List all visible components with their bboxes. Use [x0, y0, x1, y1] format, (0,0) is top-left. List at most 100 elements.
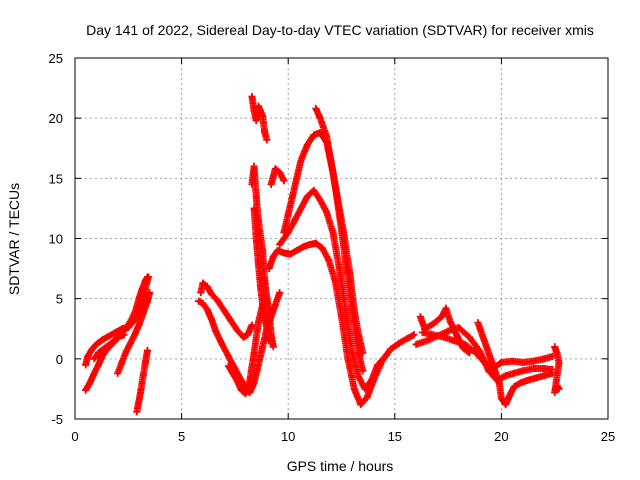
data-point — [382, 351, 390, 359]
data-point — [244, 331, 252, 339]
data-point — [395, 339, 403, 347]
data-point — [90, 355, 98, 363]
data-point — [212, 327, 220, 335]
data-point — [269, 343, 277, 351]
data-point — [316, 196, 324, 204]
x-tick-label: 25 — [601, 429, 615, 444]
data-point — [410, 331, 418, 339]
data-point — [101, 344, 109, 352]
series-track-4 — [133, 346, 151, 416]
data-point — [329, 228, 337, 236]
data-point — [86, 379, 94, 387]
data-point — [227, 316, 235, 324]
data-point — [246, 376, 254, 384]
data-point — [199, 279, 207, 287]
data-point — [197, 289, 205, 297]
data-point — [225, 362, 233, 370]
data-point — [323, 208, 331, 216]
marker-trail — [133, 346, 151, 416]
data-point — [478, 331, 486, 339]
data-point — [131, 309, 139, 317]
data-point — [438, 313, 446, 321]
data-point — [265, 337, 273, 345]
x-tick-label: 20 — [494, 429, 508, 444]
data-point — [312, 105, 320, 113]
data-point — [419, 328, 427, 336]
data-point — [361, 385, 369, 393]
series-track-19 — [416, 304, 473, 357]
data-point — [248, 180, 256, 188]
data-point — [280, 228, 288, 236]
data-point — [252, 192, 260, 200]
x-axis-label: GPS time / hours — [287, 458, 394, 474]
data-point — [335, 265, 343, 273]
data-point — [312, 239, 320, 247]
data-point — [487, 355, 495, 363]
data-point — [523, 376, 531, 384]
data-point — [517, 379, 525, 387]
data-point — [433, 332, 441, 340]
data-point — [203, 305, 211, 313]
y-tick-label: 20 — [49, 111, 63, 126]
data-point — [254, 361, 262, 369]
data-point — [359, 367, 367, 375]
data-point — [233, 326, 241, 334]
data-point — [254, 102, 262, 110]
data-point — [90, 369, 98, 377]
data-point — [497, 358, 505, 366]
data-point — [508, 357, 516, 365]
data-point — [446, 318, 454, 326]
data-point — [502, 372, 510, 380]
data-point — [195, 297, 203, 305]
data-point — [404, 334, 412, 342]
data-point — [276, 168, 284, 176]
data-point — [120, 331, 128, 339]
data-point — [242, 390, 250, 398]
series-track-8 — [225, 301, 267, 398]
data-point — [519, 358, 527, 366]
data-point — [374, 361, 382, 369]
data-point — [265, 265, 273, 273]
data-point — [331, 277, 339, 285]
data-point — [131, 331, 139, 339]
data-point — [519, 367, 527, 375]
data-point — [237, 386, 245, 394]
data-point — [122, 348, 130, 356]
data-point — [485, 367, 493, 375]
data-point — [453, 331, 461, 339]
data-point — [263, 325, 271, 333]
data-point — [342, 307, 350, 315]
data-point — [254, 259, 262, 267]
data-point — [126, 339, 134, 347]
data-point — [143, 273, 151, 281]
data-point — [233, 376, 241, 384]
data-point — [229, 369, 237, 377]
data-point — [359, 349, 367, 357]
data-point — [225, 352, 233, 360]
data-point — [316, 114, 324, 122]
data-point — [250, 349, 258, 357]
data-point — [239, 333, 247, 341]
data-point — [135, 321, 143, 329]
data-point — [276, 241, 284, 249]
data-point — [529, 357, 537, 365]
data-point — [133, 408, 141, 416]
data-point — [299, 243, 307, 251]
series-track-5 — [90, 331, 128, 363]
data-point — [327, 156, 335, 164]
data-point — [135, 295, 143, 303]
data-point — [82, 361, 90, 369]
data-point — [291, 216, 299, 224]
data-point — [94, 361, 102, 369]
data-point — [94, 349, 102, 357]
data-point — [250, 162, 258, 170]
series-track-21 — [551, 343, 563, 397]
data-point — [112, 328, 120, 336]
data-point — [510, 383, 518, 391]
data-point — [203, 283, 211, 291]
x-tick-label: 10 — [281, 429, 295, 444]
data-point — [124, 321, 132, 329]
y-tick-label: 5 — [56, 292, 63, 307]
data-point — [82, 386, 90, 394]
data-point — [551, 343, 559, 351]
